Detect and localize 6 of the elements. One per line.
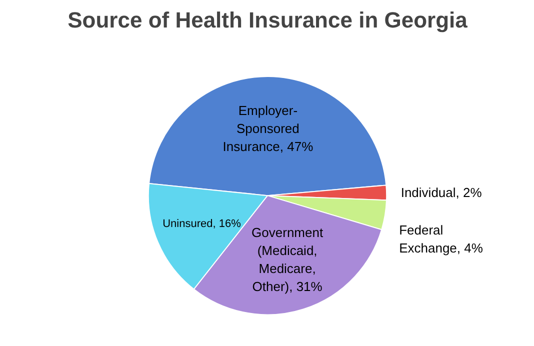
slice-label: Uninsured, 16% [162, 218, 242, 230]
slice-label: Individual, 2% [400, 184, 482, 200]
slice-label: Employer-Sponsored Insurance, 47% [222, 103, 314, 154]
slice-label: Federal Exchange, 4% [399, 222, 484, 256]
chart-title: Source of Health Insurance in Georgia [68, 8, 468, 32]
slice-label: Government (Medicaid, Medicare, Other), 31% [252, 224, 324, 294]
